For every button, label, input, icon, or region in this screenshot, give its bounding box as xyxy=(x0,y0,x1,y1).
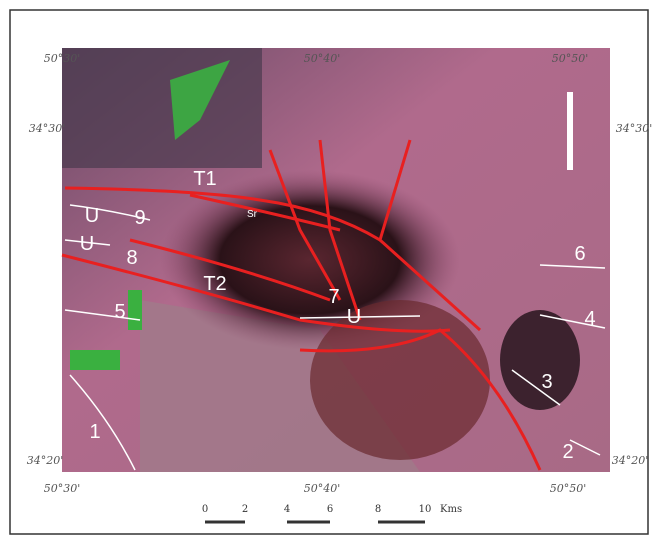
coordinate-label: 34°20' xyxy=(612,454,649,467)
coordinate-label: 50°50' xyxy=(550,482,587,495)
coordinate-label: 34°30' xyxy=(29,122,66,135)
coordinate-label: 34°30' xyxy=(616,122,653,135)
coordinate-label: 50°40' xyxy=(304,482,341,495)
scale-tick: 4 xyxy=(284,504,290,515)
scale-tick: 2 xyxy=(242,504,248,515)
coordinate-label: 50°40' xyxy=(304,52,341,65)
coordinate-label: 50°50' xyxy=(552,52,589,65)
map-label: 7 xyxy=(328,286,339,308)
map-label: 1 xyxy=(89,421,100,443)
scale-tick: 0 xyxy=(202,504,208,515)
map-label: Sr xyxy=(247,209,258,220)
map-label: 3 xyxy=(541,371,552,393)
scale-tick: 8 xyxy=(375,504,381,515)
map-label: T1 xyxy=(193,168,216,190)
map-label: U xyxy=(347,306,361,328)
map-label: 4 xyxy=(584,308,595,330)
map-label: 8 xyxy=(126,247,137,269)
coordinate-label: 50°30' xyxy=(44,482,81,495)
coordinate-label: 34°20' xyxy=(27,454,64,467)
scale-tick: 6 xyxy=(327,504,333,515)
map-label: T2 xyxy=(203,273,226,295)
map-label: U xyxy=(80,233,94,255)
map-label: U xyxy=(85,205,99,227)
satellite-image xyxy=(62,48,610,472)
map-label: 2 xyxy=(562,441,573,463)
map-label: 5 xyxy=(114,301,125,323)
map-figure: 50°30' 50°40' 50°50' 50°30' 50°40' 50°50' 34°3… xyxy=(0,0,657,540)
scale-unit: Kms xyxy=(440,504,462,515)
map-label: 9 xyxy=(134,207,145,229)
map-label: 6 xyxy=(574,243,585,265)
scale-tick: 10 xyxy=(419,504,432,515)
coordinate-label: 50°30' xyxy=(44,52,81,65)
